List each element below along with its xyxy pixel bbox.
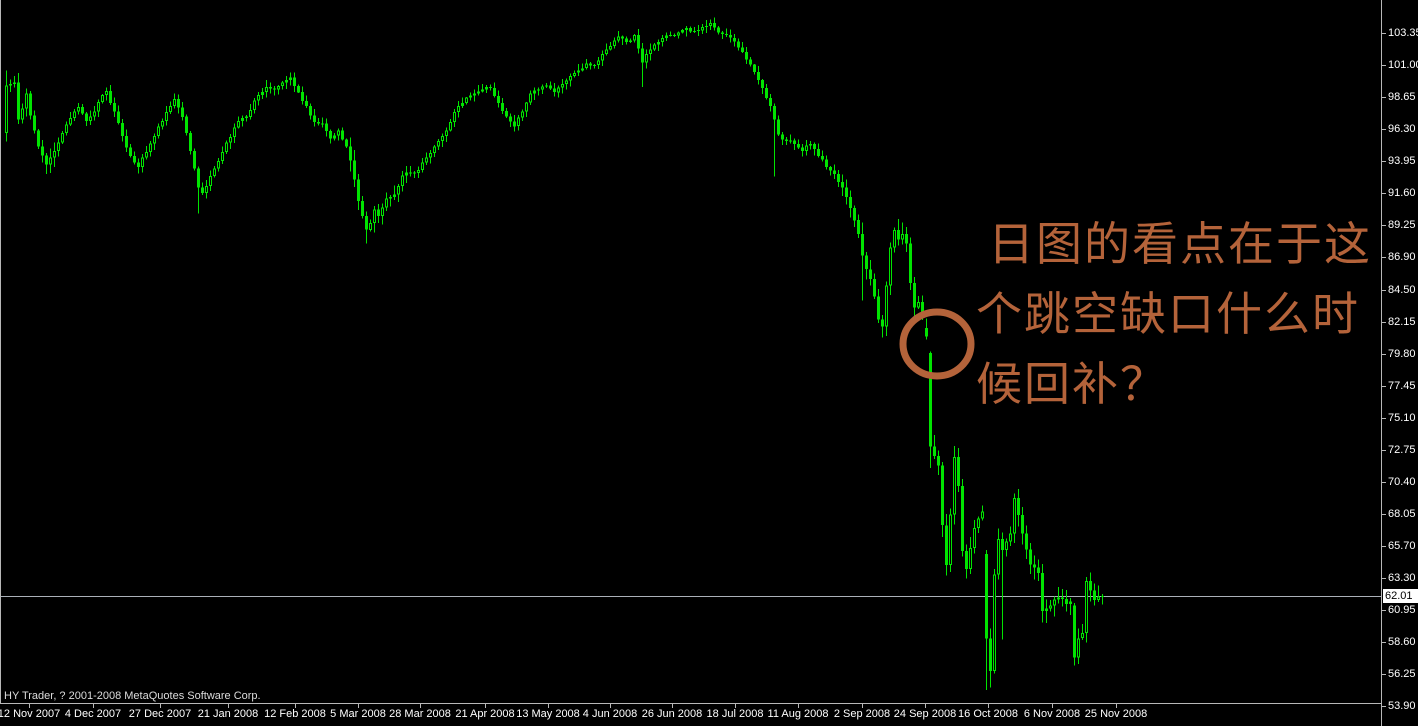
bid-price-label: 62.01 — [1383, 589, 1418, 603]
annotation-line: 日图的看点在于这 — [988, 219, 1372, 270]
annotation-line: 候回补？ — [976, 359, 1168, 410]
copyright-text: HY Trader, ? 2001-2008 MetaQuotes Softwa… — [4, 690, 261, 702]
gap-circle-annotation — [899, 308, 975, 380]
annotation-line: 个跳空缺口什么时 — [976, 289, 1360, 340]
gap-annotation-text: 日图的看点在于这 个跳空缺口什么时 候回补？ — [976, 210, 1372, 420]
